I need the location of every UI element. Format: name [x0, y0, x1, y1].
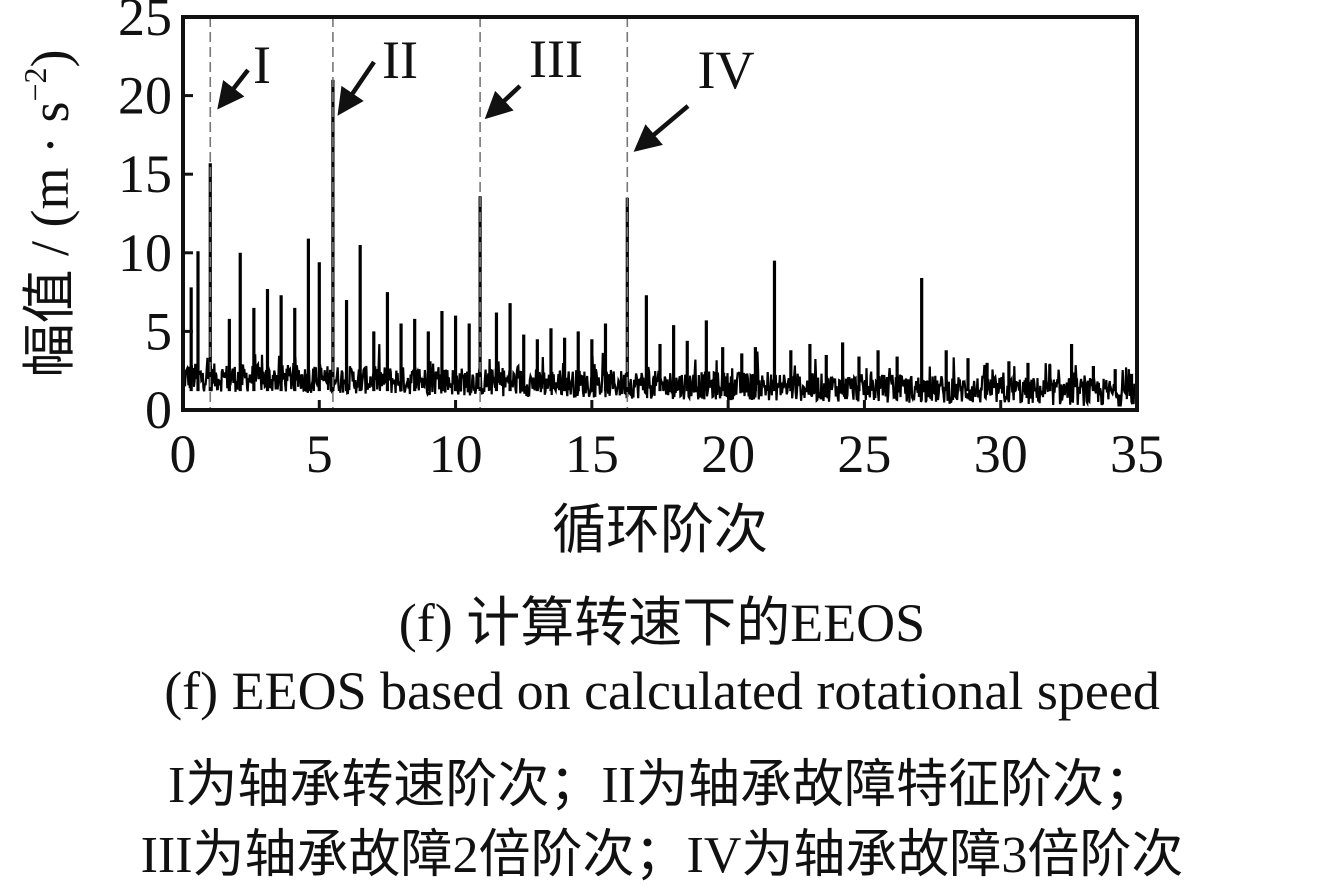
- svg-text:幅值 / (m · s−2): 幅值 / (m · s−2): [17, 49, 80, 377]
- y-tick-label-25: 25: [118, 0, 172, 47]
- y-axis-label-text: 幅值 / (m · s: [20, 102, 80, 378]
- y-tick-label-0: 0: [145, 380, 172, 440]
- caption-chinese: (f) 计算转速下的EEOS: [398, 593, 926, 653]
- x-tick-label-35: 35: [1110, 424, 1164, 484]
- note-line-2: III为轴承故障2倍阶次；IV为轴承故障3倍阶次: [140, 827, 1184, 884]
- x-tick-label-0: 0: [170, 424, 197, 484]
- x-tick-label-15: 15: [565, 424, 619, 484]
- note-line-1: I为轴承转速阶次；II为轴承故障特征阶次；: [168, 757, 1156, 814]
- marker-arrow-II: [337, 60, 376, 116]
- y-tick-label-15: 15: [118, 144, 172, 204]
- y-axis-label-superscript: −2: [17, 67, 53, 101]
- axis-ticks: 0 5 10 15 20 25 30 35 0 5 10 15 20 25: [118, 0, 1164, 484]
- marker-label-I: I: [253, 35, 271, 95]
- x-tick-label-30: 30: [974, 424, 1028, 484]
- x-tick-label-20: 20: [701, 424, 755, 484]
- x-tick-label-5: 5: [306, 424, 333, 484]
- marker-label-IV: IV: [698, 40, 755, 100]
- x-axis-label: 循环阶次: [552, 500, 768, 560]
- y-tick-label-5: 5: [145, 301, 172, 361]
- order-markers: I II III IV: [209, 17, 755, 410]
- marker-arrow-III: [484, 84, 522, 120]
- y-axis-label: 幅值 / (m · s−2): [17, 49, 80, 377]
- marker-arrow-I: [217, 68, 250, 110]
- marker-label-III: III: [529, 29, 583, 89]
- y-tick-label-10: 10: [118, 223, 172, 283]
- marker-arrow-IV: [633, 104, 690, 152]
- marker-label-II: II: [382, 30, 418, 90]
- y-tick-label-20: 20: [118, 66, 172, 126]
- y-axis-label-close: ): [20, 49, 80, 67]
- plot-frame: [181, 15, 1139, 412]
- caption-english: (f) EEOS based on calculated rotational …: [164, 661, 1160, 721]
- x-tick-label-10: 10: [429, 424, 483, 484]
- x-tick-label-25: 25: [837, 424, 891, 484]
